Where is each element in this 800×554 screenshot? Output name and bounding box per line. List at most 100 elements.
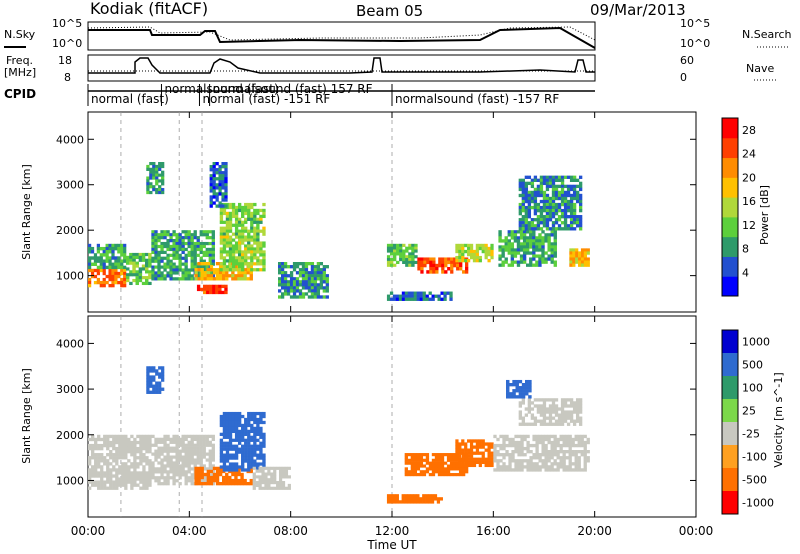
data-cell (200, 274, 204, 278)
data-cell (410, 453, 415, 457)
data-cell (234, 208, 239, 213)
data-cell (410, 455, 415, 460)
data-cell (157, 461, 161, 465)
data-cell (535, 236, 539, 240)
x-tick-label: 20:00 (577, 524, 612, 538)
data-cell (498, 230, 502, 234)
data-cell (505, 434, 509, 439)
data-cell (399, 258, 403, 262)
data-cell (536, 404, 541, 408)
data-cell (145, 261, 149, 265)
data-cell (154, 244, 158, 249)
data-cell (155, 369, 159, 373)
data-cell (259, 241, 263, 245)
data-cell (142, 453, 146, 457)
data-cell (519, 257, 524, 261)
data-cell (139, 456, 143, 460)
data-cell (199, 250, 203, 255)
data-cell (231, 208, 236, 213)
data-cell (501, 245, 505, 249)
data-cell (419, 297, 423, 301)
data-cell (91, 456, 95, 460)
data-cell (247, 238, 251, 242)
data-cell (578, 224, 583, 228)
data-cell (187, 239, 191, 243)
data-cell (557, 178, 562, 182)
data-cell (149, 170, 153, 174)
data-cell (222, 232, 227, 236)
data-cell (231, 274, 235, 278)
data-cell (129, 252, 133, 257)
data-cell (578, 202, 583, 207)
data-cell (395, 294, 400, 298)
data-cell (91, 446, 95, 451)
data-cell (256, 426, 260, 431)
data-cell (178, 443, 182, 447)
data-cell (580, 248, 585, 252)
data-cell (487, 246, 491, 251)
data-cell (228, 447, 233, 451)
data-cell (138, 273, 143, 277)
data-cell (524, 208, 529, 213)
data-cell (428, 467, 433, 471)
data-cell (199, 244, 203, 249)
data-cell (100, 446, 104, 451)
data-cell (438, 263, 442, 268)
data-cell (126, 278, 130, 283)
data-cell (184, 473, 188, 477)
data-cell (151, 236, 155, 240)
data-cell (435, 263, 439, 268)
data-cell (256, 229, 260, 233)
data-cell (569, 251, 573, 255)
data-cell (580, 260, 585, 264)
data-cell (526, 251, 530, 255)
data-cell (539, 212, 544, 216)
data-cell (172, 479, 176, 483)
data-cell (160, 230, 164, 234)
data-cell (256, 423, 260, 428)
data-cell (405, 263, 409, 267)
data-cell (563, 208, 568, 213)
data-cell (231, 456, 236, 460)
data-cell (163, 476, 167, 480)
data-cell (539, 404, 544, 408)
data-cell (572, 407, 577, 411)
data-cell (568, 456, 572, 460)
data-cell (100, 459, 104, 463)
data-cell (222, 426, 227, 431)
data-cell (389, 249, 394, 253)
data-cell (259, 429, 263, 434)
data-cell (435, 267, 439, 271)
data-cell (548, 413, 553, 417)
data-cell (234, 481, 238, 486)
data-cell (259, 253, 263, 257)
data-cell (231, 268, 236, 272)
data-cell (428, 497, 432, 501)
data-cell (304, 262, 309, 266)
freq-tick-bottom: 8 (64, 71, 71, 84)
data-cell (247, 411, 251, 416)
nave-tick-bottom: 0 (680, 71, 687, 84)
data-cell (225, 429, 230, 434)
data-cell (559, 462, 563, 466)
data-cell (136, 471, 140, 475)
data-cell (545, 205, 550, 210)
data-cell (583, 446, 587, 451)
data-cell (259, 244, 263, 248)
data-cell (423, 257, 427, 261)
data-cell (172, 437, 176, 441)
data-cell (516, 242, 521, 246)
data-cell (510, 248, 515, 252)
data-cell (533, 208, 538, 213)
data-cell (108, 271, 112, 276)
data-cell (190, 476, 194, 480)
data-cell (175, 446, 179, 450)
data-cell (178, 253, 182, 257)
data-cell (527, 404, 532, 408)
data-cell (517, 434, 521, 439)
data-cell (553, 242, 557, 246)
data-cell (228, 417, 233, 422)
data-cell (267, 469, 271, 473)
data-cell (250, 259, 254, 263)
data-cell (551, 212, 556, 216)
